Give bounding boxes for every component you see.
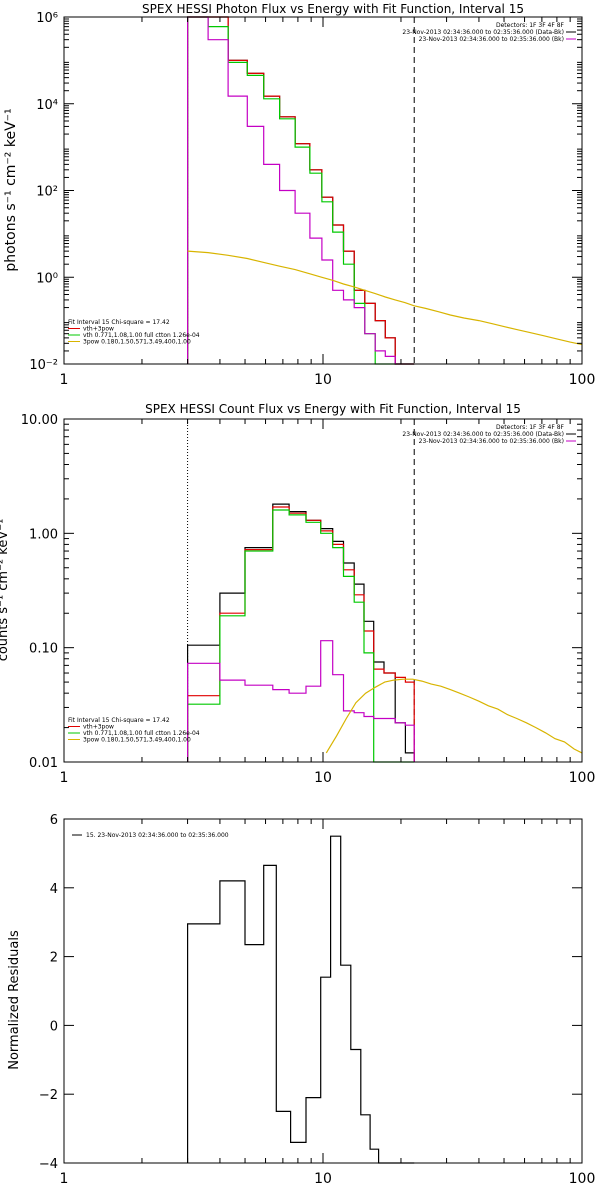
residuals-plot [187, 835, 415, 1164]
series-3pow-line [325, 678, 583, 754]
legend-entry-label: Fit Interval 15 Chi-square = 17.42 [68, 319, 170, 326]
legend-entry-label: 23-Nov-2013 02:34:36.000 to 02:35:36.000… [419, 438, 564, 445]
photon-flux-panel: SPEX HESSI Photon Flux vs Energy with Fi… [3, 2, 595, 388]
photon-flux-ylabel: photons s⁻¹ cm⁻² keV⁻¹ [3, 108, 19, 271]
x-tick-label: 1 [60, 1171, 69, 1187]
legend-entry-label: Detectors: 1F 3F 4F 8F [496, 22, 565, 29]
y-tick-label: 0.01 [29, 756, 58, 771]
y-tick-label: 10⁶ [36, 11, 58, 26]
series-3pow-line [187, 250, 583, 346]
y-tick-label: −2 [39, 1088, 58, 1103]
x-tick-label: 100 [569, 1171, 596, 1187]
legend-entry-label: vth 0.771,1.08,1.00 full ctton 1.26e-04 [83, 332, 200, 339]
legend-entry-label: 3pow 0.180,1.50,571,3.49,400,1.00 [83, 339, 191, 346]
legend-entry-label: 23-Nov-2013 02:34:36.000 to 02:35:36.000… [419, 36, 564, 43]
photon-flux-plot [187, 16, 583, 365]
residuals-panel: Normalized Residuals 1 10 100 −4 −2 0 2 4 6 15. … [7, 813, 595, 1187]
x-tick-label: 1 [60, 770, 69, 786]
photon-flux-legend-bottom-left: Fit Interval 15 Chi-square = 17.42vth+3p… [68, 319, 200, 346]
legend-entry-label: vth+3pow [83, 326, 114, 333]
count-flux-title: SPEX HESSI Count Flux vs Energy with Fit… [145, 402, 521, 416]
y-tick-label: 10² [36, 185, 58, 200]
y-tick-label: 10⁴ [36, 98, 58, 113]
y-tick-label: 10.00 [21, 413, 58, 428]
x-tick-label: 100 [569, 770, 596, 786]
y-tick-label: 10⁻² [29, 358, 58, 373]
count-flux-legend-bottom-left: Fit Interval 15 Chi-square = 17.42vth+3p… [68, 717, 200, 744]
y-tick-label: 0.10 [29, 642, 58, 657]
x-tick-label: 10 [314, 770, 332, 786]
legend-entry-label: Detectors: 1F 3F 4F 8F [496, 424, 565, 431]
count-flux-panel: SPEX HESSI Count Flux vs Energy with Fit… [0, 402, 595, 786]
photon-flux-title: SPEX HESSI Photon Flux vs Energy with Fi… [142, 2, 524, 16]
y-tick-label: 0 [50, 1019, 58, 1034]
legend-entry-label: vth+3pow [83, 724, 114, 731]
x-tick-label: 10 [314, 372, 332, 388]
series-vth-line [187, 509, 415, 763]
series-vth-3pow-line [187, 506, 415, 762]
count-flux-ylabel: counts s⁻¹ cm⁻² keV⁻¹ [0, 519, 11, 662]
y-tick-label: 10⁰ [36, 271, 58, 286]
legend-entry-label: Fit Interval 15 Chi-square = 17.42 [68, 717, 170, 724]
residuals-ticks: 1 10 100 −4 −2 0 2 4 6 [39, 813, 596, 1187]
legend-entry-label: 23-Nov-2013 02:34:36.000 to 02:35:36.000… [402, 431, 564, 438]
y-tick-label: 4 [50, 882, 58, 897]
count-flux-ticks: 1 10 100 0.01 0.10 1.00 10.00 [21, 413, 596, 786]
y-tick-label: 6 [50, 813, 58, 828]
photon-flux-ticks: 1 10 100 10⁻² 10⁰ 10² 10⁴ 10⁶ [29, 11, 595, 388]
legend-entry-label: 3pow 0.180,1.50,571,3.49,400,1.00 [83, 737, 191, 744]
x-tick-label: 1 [60, 372, 69, 388]
y-tick-label: 1.00 [29, 527, 58, 542]
residuals-legend: 15. 23-Nov-2013 02:34:36.000 to 02:35:36… [72, 832, 229, 839]
y-tick-label: −4 [39, 1157, 58, 1172]
x-tick-label: 10 [314, 1171, 332, 1187]
series-bk-line [187, 640, 415, 762]
residuals-ylabel: Normalized Residuals [7, 930, 22, 1070]
y-tick-label: 2 [50, 951, 58, 966]
series-bk-line [187, 16, 415, 365]
series-15-23-nov-2013-02-34-36-000-to-02-35-36-000-line [187, 835, 415, 1164]
x-tick-label: 100 [569, 372, 596, 388]
count-flux-plot [187, 419, 583, 763]
legend-entry-label: 23-Nov-2013 02:34:36.000 to 02:35:36.000… [402, 29, 564, 36]
legend-entry-label: 15. 23-Nov-2013 02:34:36.000 to 02:35:36… [86, 832, 229, 839]
legend-entry-label: vth 0.771,1.08,1.00 full ctton 1.26e-04 [83, 730, 200, 737]
